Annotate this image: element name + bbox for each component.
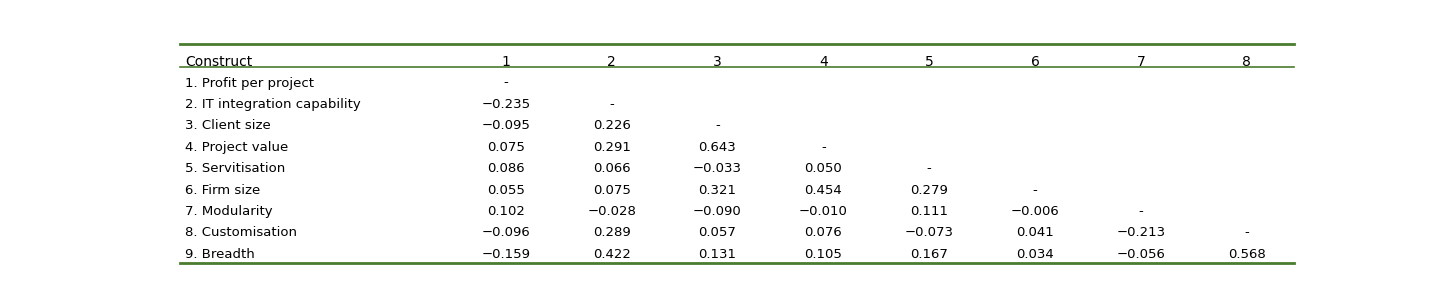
Text: 0.076: 0.076 [804,226,843,239]
Text: −0.006: −0.006 [1011,205,1060,218]
Text: 1: 1 [502,55,510,69]
Text: 9. Breadth: 9. Breadth [186,248,255,261]
Text: 0.568: 0.568 [1228,248,1265,261]
Text: −0.028: −0.028 [587,205,636,218]
Text: 0.057: 0.057 [699,226,736,239]
Text: 7: 7 [1136,55,1145,69]
Text: -: - [610,98,614,111]
Text: 0.086: 0.086 [487,162,525,175]
Text: -: - [1139,205,1143,218]
Text: −0.235: −0.235 [482,98,531,111]
Text: -: - [1032,184,1037,197]
Text: 0.075: 0.075 [592,184,630,197]
Text: 0.279: 0.279 [910,184,948,197]
Text: 0.643: 0.643 [699,141,736,154]
Text: −0.095: −0.095 [482,119,531,132]
Text: −0.090: −0.090 [693,205,742,218]
Text: 0.226: 0.226 [592,119,630,132]
Text: 0.291: 0.291 [592,141,630,154]
Text: 3. Client size: 3. Client size [186,119,272,132]
Text: 0.075: 0.075 [487,141,525,154]
Text: 0.050: 0.050 [804,162,843,175]
Text: 0.321: 0.321 [699,184,736,197]
Text: 8: 8 [1242,55,1251,69]
Text: 0.102: 0.102 [487,205,525,218]
Text: 2: 2 [607,55,615,69]
Text: 0.167: 0.167 [910,248,948,261]
Text: 7. Modularity: 7. Modularity [186,205,273,218]
Text: −0.010: −0.010 [800,205,848,218]
Text: 5: 5 [925,55,933,69]
Text: 0.066: 0.066 [592,162,630,175]
Text: 0.454: 0.454 [804,184,843,197]
Text: 0.034: 0.034 [1017,248,1054,261]
Text: -: - [715,119,720,132]
Text: −0.033: −0.033 [693,162,742,175]
Text: 0.055: 0.055 [487,184,525,197]
Text: 1. Profit per project: 1. Profit per project [186,77,315,90]
Text: 6. Firm size: 6. Firm size [186,184,260,197]
Text: −0.096: −0.096 [482,226,531,239]
Text: -: - [821,141,825,154]
Text: 0.422: 0.422 [592,248,630,261]
Text: -: - [928,162,932,175]
Text: 5. Servitisation: 5. Servitisation [186,162,286,175]
Text: 0.111: 0.111 [910,205,948,218]
Text: 0.289: 0.289 [592,226,630,239]
Text: -: - [1244,226,1250,239]
Text: 4: 4 [820,55,828,69]
Text: 0.105: 0.105 [804,248,843,261]
Text: 0.131: 0.131 [699,248,736,261]
Text: 0.041: 0.041 [1017,226,1054,239]
Text: 8. Customisation: 8. Customisation [186,226,298,239]
Text: −0.213: −0.213 [1116,226,1166,239]
Text: 3: 3 [713,55,722,69]
Text: -: - [503,77,508,90]
Text: −0.056: −0.056 [1116,248,1165,261]
Text: 2. IT integration capability: 2. IT integration capability [186,98,361,111]
Text: −0.159: −0.159 [482,248,531,261]
Text: 4. Project value: 4. Project value [186,141,289,154]
Text: 6: 6 [1031,55,1040,69]
Text: Construct: Construct [186,55,253,69]
Text: −0.073: −0.073 [905,226,953,239]
